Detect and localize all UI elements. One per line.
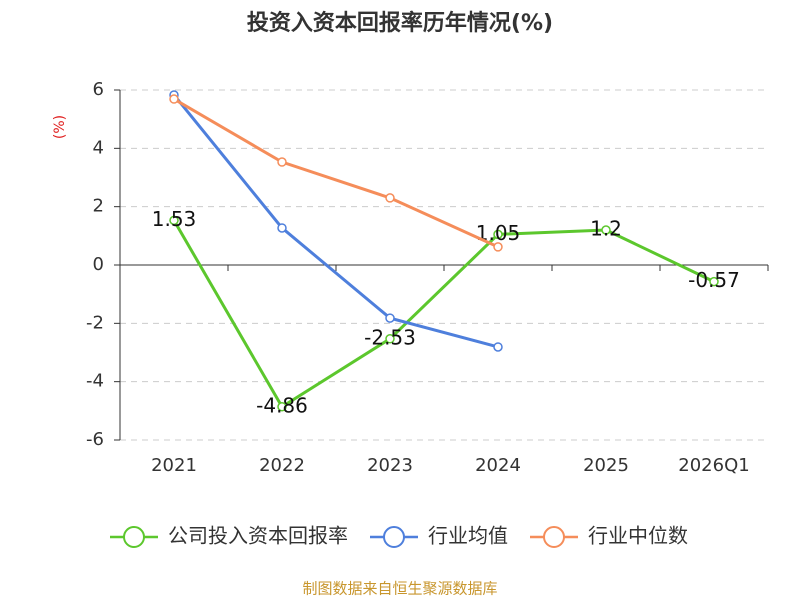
legend-marker bbox=[123, 526, 145, 548]
legend-marker bbox=[543, 526, 565, 548]
legend-marker bbox=[383, 526, 405, 548]
data-point bbox=[277, 402, 287, 412]
data-point bbox=[277, 223, 287, 233]
legend-label: 行业中位数 bbox=[588, 524, 688, 548]
data-point bbox=[493, 342, 503, 352]
y-tick-label: -4 bbox=[86, 371, 104, 392]
data-label: 1.53 bbox=[152, 207, 197, 231]
chart-title: 投资入资本回报率历年情况(%) bbox=[247, 10, 553, 36]
y-tick-label: 0 bbox=[93, 254, 104, 275]
data-label: 1.2 bbox=[590, 217, 622, 241]
data-label: -4.86 bbox=[256, 393, 308, 417]
y-tick-label: 2 bbox=[93, 196, 104, 217]
x-tick-label: 2021 bbox=[151, 455, 197, 476]
y-tick-label: -2 bbox=[86, 312, 104, 333]
x-tick-label: 2025 bbox=[583, 455, 629, 476]
data-point bbox=[493, 242, 503, 252]
data-point bbox=[169, 215, 179, 226]
y-tick-label: 6 bbox=[93, 79, 104, 100]
data-label: -0.57 bbox=[688, 268, 740, 292]
series-line bbox=[172, 94, 499, 349]
x-tick-label: 2023 bbox=[367, 455, 413, 476]
data-label: -2.53 bbox=[364, 325, 416, 349]
legend-label: 行业均值 bbox=[428, 524, 508, 548]
series-line bbox=[172, 219, 715, 409]
x-tick-label: 2022 bbox=[259, 455, 305, 476]
x-tick-label: 2026Q1 bbox=[678, 455, 749, 476]
data-point bbox=[493, 229, 503, 240]
data-point bbox=[169, 94, 179, 104]
legend-label: 公司投入资本回报率 bbox=[168, 524, 348, 548]
y-tick-label: 4 bbox=[93, 137, 104, 158]
x-tick-label: 2024 bbox=[475, 455, 521, 476]
data-point bbox=[601, 225, 611, 235]
y-tick-label: -6 bbox=[86, 429, 104, 450]
series-line bbox=[173, 97, 499, 249]
data-point bbox=[277, 157, 287, 167]
data-point bbox=[709, 276, 719, 287]
data-point bbox=[385, 334, 395, 344]
data-point bbox=[385, 193, 395, 203]
source-note: 制图数据来自恒生聚源数据库 bbox=[302, 580, 497, 598]
data-point bbox=[385, 313, 395, 323]
y-axis-label: (%) bbox=[52, 115, 68, 139]
